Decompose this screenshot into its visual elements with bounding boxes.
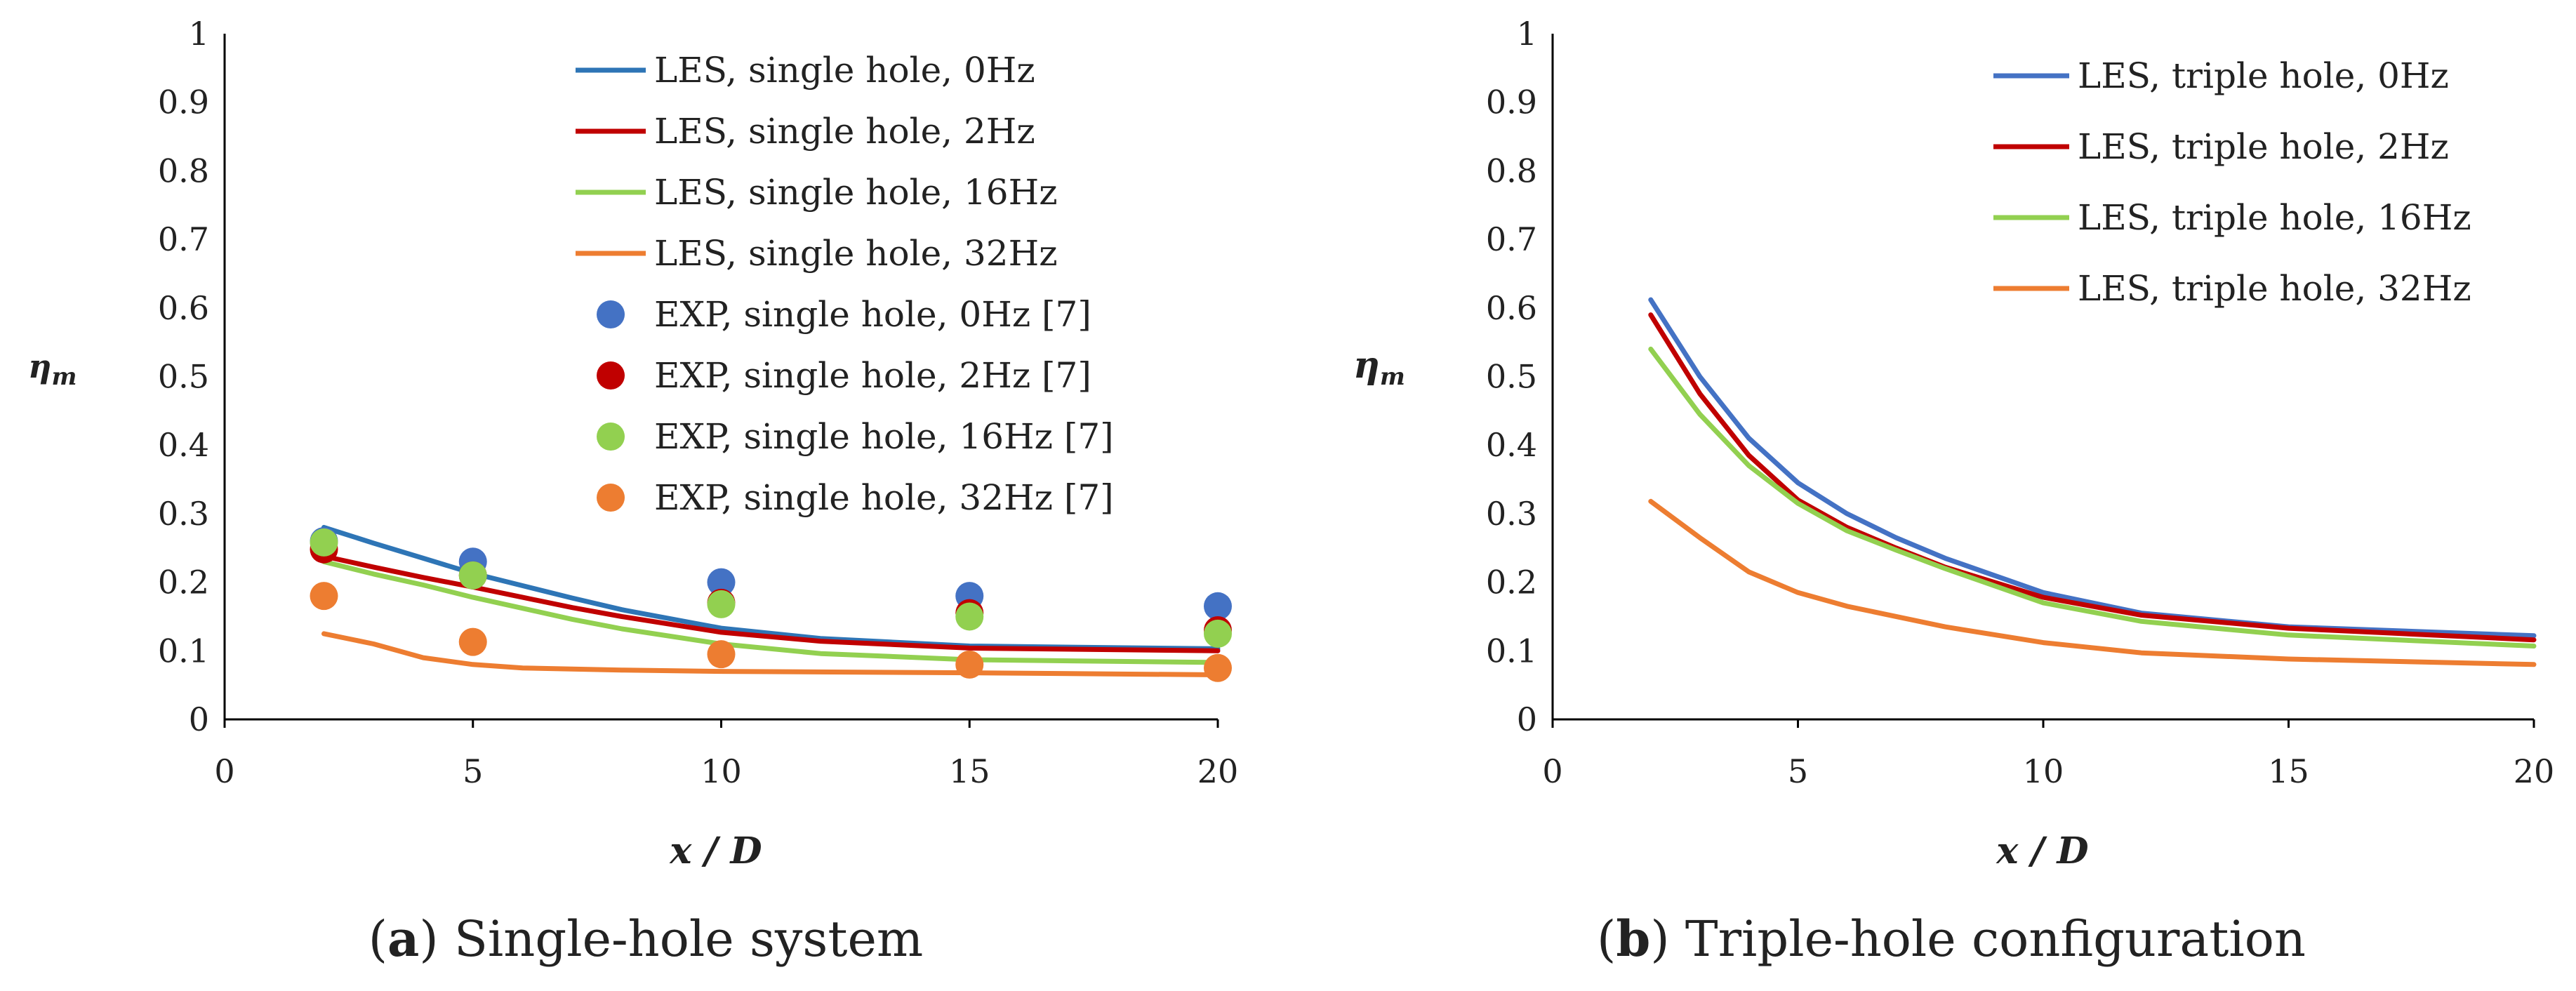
y-tick-label: 0.5 (158, 358, 209, 396)
series-line-les-triple-hole-2hz (1648, 312, 2537, 643)
data-point-exp-single-hole-32hz-7 (458, 627, 487, 656)
data-point-exp-single-hole-16hz-7 (707, 590, 736, 618)
series-line-les-single-hole-16hz (321, 559, 1221, 665)
data-point-exp-single-hole-16hz-7 (955, 602, 984, 631)
y-tick-label: 0.6 (158, 289, 209, 327)
y-tick-label: 0.9 (1486, 84, 1537, 121)
caption-letter-a: a (387, 910, 419, 968)
legend-label: LES, single hole, 32Hz (654, 233, 1058, 274)
y-tick-label: 0.3 (1486, 495, 1537, 533)
y-tick-label: 0.3 (158, 495, 209, 533)
y-tick-label: 0.1 (158, 632, 209, 670)
y-tick-label: 0.8 (1486, 152, 1537, 189)
legend-label: EXP, single hole, 0Hz [7] (654, 294, 1091, 335)
x-tick-label: 15 (2268, 752, 2309, 790)
caption-b: (b) Triple-hole configuration (1597, 910, 2306, 968)
y-tick-label: 0 (1517, 700, 1537, 738)
legend-label: LES, single hole, 16Hz (654, 172, 1058, 213)
data-point-exp-single-hole-16hz-7 (310, 528, 338, 557)
y-tick-label: 0 (189, 700, 209, 738)
data-point-exp-single-hole-32hz-7 (1204, 653, 1232, 682)
series-line-les-single-hole-32hz (321, 631, 1221, 677)
x-tick-label: 5 (1788, 752, 1808, 790)
y-tick-label: 0.9 (158, 84, 209, 121)
x-axis-title: x / D (669, 830, 762, 872)
x-tick-label: 20 (2514, 752, 2555, 790)
legend-label: LES, triple hole, 16Hz (2078, 197, 2471, 238)
legend-label: EXP, single hole, 2Hz [7] (654, 355, 1091, 396)
y-axis-title-subscript: m (1380, 363, 1405, 391)
caption-text-b: Triple-hole configuration (1685, 910, 2306, 968)
x-axis-title: x / D (1996, 830, 2088, 872)
data-point-exp-single-hole-16hz-7 (1204, 619, 1232, 648)
y-tick-label: 0.1 (1486, 632, 1537, 670)
y-tick-label: 0.8 (158, 152, 209, 189)
caption-text-a: Single-hole system (454, 910, 923, 968)
legend-label: LES, single hole, 2Hz (654, 111, 1035, 152)
x-tick-label: 20 (1197, 752, 1239, 790)
caption-letter-b: b (1616, 910, 1650, 968)
x-tick-label: 10 (2023, 752, 2064, 790)
x-tick-label: 15 (949, 752, 990, 790)
y-tick-label: 0.2 (1486, 564, 1537, 601)
legend-label: EXP, single hole, 32Hz [7] (654, 477, 1114, 518)
data-point-exp-single-hole-32hz-7 (310, 582, 338, 611)
x-tick-label: 5 (463, 752, 483, 790)
legend-swatch-marker (597, 484, 625, 512)
legend-label: LES, triple hole, 2Hz (2078, 126, 2449, 167)
y-tick-label: 0.4 (158, 426, 209, 464)
data-point-exp-single-hole-16hz-7 (458, 561, 487, 590)
y-tick-label: 0.2 (158, 564, 209, 601)
series-line-les-triple-hole-32hz (1648, 498, 2537, 667)
x-tick-label: 0 (214, 752, 234, 790)
y-tick-label: 0.4 (1486, 426, 1537, 464)
x-tick-label: 10 (701, 752, 742, 790)
y-axis-title: ηm (1353, 344, 1405, 391)
chart-panel-b: 00.10.20.30.40.50.60.70.80.910 5 10 15 20 LE… (1353, 15, 2554, 968)
y-tick-label: 0.7 (158, 220, 209, 258)
data-point-exp-single-hole-32hz-7 (955, 650, 984, 679)
y-tick-label: 1 (1517, 15, 1537, 53)
y-tick-label: 0.5 (1486, 358, 1537, 396)
caption-a: (a) Single-hole system (369, 910, 924, 968)
y-tick-label: 1 (189, 15, 209, 53)
legend-swatch-marker (597, 423, 625, 451)
data-point-exp-single-hole-32hz-7 (707, 640, 736, 669)
series-line-les-single-hole-2hz (321, 554, 1221, 653)
legend-label: LES, triple hole, 32Hz (2078, 268, 2471, 309)
series-line-les-triple-hole-16hz (1648, 346, 2537, 649)
y-tick-label: 0.7 (1486, 220, 1537, 258)
legend-label: LES, single hole, 0Hz (654, 50, 1035, 91)
data-point-exp-single-hole-0hz-7 (1204, 592, 1232, 620)
legend-label: LES, triple hole, 0Hz (2078, 55, 2449, 96)
data-point-exp-single-hole-0hz-7 (707, 568, 736, 597)
chart-panel-a: 00.10.20.30.40.50.60.70.80.910 5 10 15 20 LE… (28, 15, 1238, 968)
legend-swatch-marker (597, 361, 625, 390)
y-axis-title-subscript: m (51, 363, 77, 391)
series-line-les-single-hole-0hz (321, 524, 1221, 651)
y-tick-label: 0.6 (1486, 289, 1537, 327)
x-tick-label: 0 (1542, 752, 1562, 790)
y-axis-title: ηm (28, 347, 77, 391)
legend-swatch-marker (597, 300, 625, 328)
legend-label: EXP, single hole, 16Hz [7] (654, 416, 1114, 457)
